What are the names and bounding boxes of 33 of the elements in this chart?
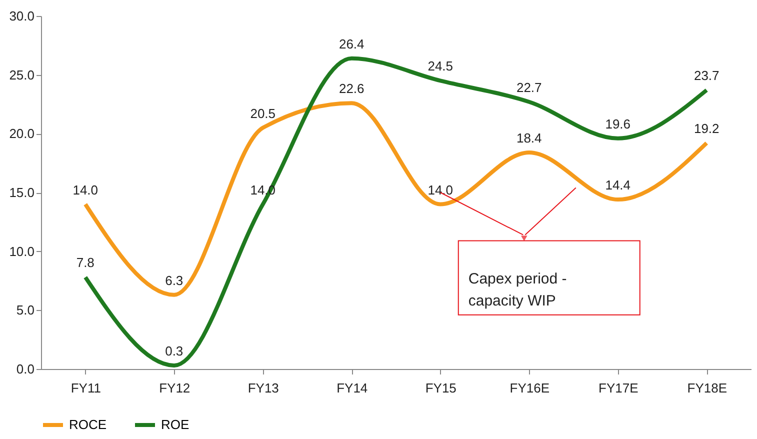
x-tick-label: FY11 [70,380,101,396]
data-label: 14.4 [605,178,631,193]
y-tick-label: 5.0 [16,302,34,318]
data-label: 26.4 [338,36,364,52]
data-label: 22.7 [516,80,542,95]
y-tick-label: 25.0 [9,67,34,82]
x-tick-label: FY15 [425,380,456,396]
data-label: 14.0 [428,182,454,198]
y-tick-label: 15.0 [9,185,34,200]
y-tick-label: 20.0 [9,126,34,142]
x-tick-label: FY14 [336,380,368,396]
data-label: 20.5 [250,106,276,121]
data-label: 6.3 [165,272,184,288]
data-label: 19.6 [605,116,631,132]
x-tick-label: FY12 [159,380,190,396]
annotation: Capex period - capacity WIP [468,270,567,310]
y-tick-label: 10.0 [9,244,34,259]
y-tick-label: 0.0 [16,362,34,376]
data-label: 0.3 [165,343,184,358]
x-tick-label: FY16E [510,380,550,396]
data-label: 19.2 [694,121,720,136]
x-tick-label: FY13 [248,380,279,396]
legend-label: ROCE [69,417,107,432]
data-label: 23.7 [694,68,720,84]
data-label: 14.0 [72,182,98,198]
x-tick-label: FY17E [598,380,639,396]
data-label: 7.8 [76,255,94,270]
x-tick-label: FY18E [687,380,728,396]
data-label: 22.6 [338,81,364,96]
data-label: 18.4 [516,130,542,146]
data-label: 24.5 [428,58,454,74]
legend-label: ROE [161,417,190,432]
y-tick-label: 30.0 [9,8,34,24]
